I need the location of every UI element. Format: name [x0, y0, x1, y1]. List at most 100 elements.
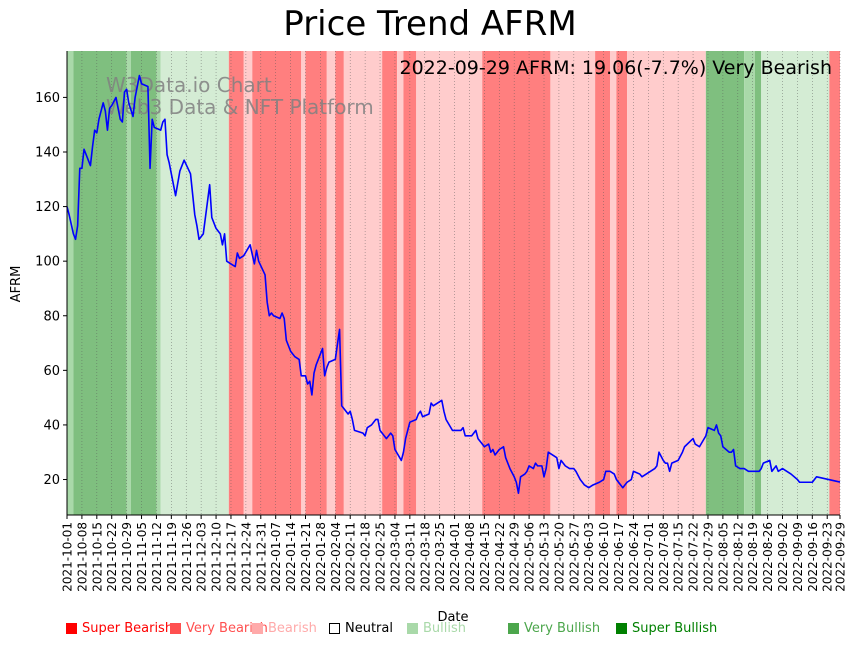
x-tick-label: 2022-01-14	[284, 522, 298, 592]
x-tick-label: 2022-02-11	[344, 522, 358, 592]
x-tick-label: 2022-06-10	[597, 522, 611, 592]
x-tick-label: 2022-06-03	[582, 522, 596, 592]
sentiment-band	[616, 51, 628, 515]
x-tick-label: 2022-04-29	[508, 522, 522, 592]
legend-item: Neutral	[329, 621, 393, 636]
x-tick-label: 2022-09-29	[834, 522, 848, 592]
legend-swatch	[508, 623, 519, 634]
sentiment-band	[754, 51, 762, 515]
legend-swatch	[170, 623, 181, 634]
chart-annotation: 2022-09-29 AFRM: 19.06(-7.7%) Very Beari…	[399, 57, 832, 79]
legend-label: Very Bearish	[186, 621, 268, 636]
x-tick-label: 2022-04-15	[478, 522, 492, 592]
sentiment-band	[160, 51, 229, 515]
x-tick-label: 2021-12-10	[210, 522, 224, 592]
sentiment-band	[744, 51, 755, 515]
y-tick-label: 120	[35, 200, 60, 215]
x-tick-label: 2022-01-21	[299, 522, 313, 592]
x-tick-label: 2021-12-31	[254, 522, 268, 592]
x-tick-label: 2022-01-07	[269, 522, 283, 592]
x-tick-label: 2022-04-08	[463, 522, 477, 592]
x-tick-label: 2022-07-08	[657, 522, 671, 592]
legend-item: Bearish	[252, 621, 317, 636]
x-tick-label: 2021-12-24	[239, 522, 253, 592]
x-tick-label: 2021-11-12	[150, 522, 164, 592]
sentiment-band	[305, 51, 327, 515]
x-tick-label: 2021-10-22	[105, 522, 119, 592]
x-tick-label: 2022-05-20	[552, 522, 566, 592]
sentiment-band	[382, 51, 398, 515]
sentiment-band	[228, 51, 244, 515]
x-tick-label: 2022-02-25	[374, 522, 388, 592]
legend-label: Very Bullish	[524, 621, 601, 636]
x-tick-label: 2021-12-17	[224, 522, 238, 592]
sentiment-band	[335, 51, 344, 515]
x-tick-label: 2022-04-01	[448, 522, 462, 592]
sentiment-legend: Super Bearish Very Bearish Bearish Neutral B…	[0, 621, 860, 639]
x-tick-label: 2021-12-03	[195, 522, 209, 592]
x-tick-label: 2022-07-29	[701, 522, 715, 592]
legend-swatch	[329, 623, 340, 634]
axes	[66, 51, 840, 516]
x-tick-label: 2022-09-09	[791, 522, 805, 592]
sentiment-band	[343, 51, 383, 515]
x-tick-label: 2021-11-05	[135, 522, 149, 592]
x-tick-label: 2022-03-11	[403, 522, 417, 592]
price-line	[66, 74, 841, 494]
sentiment-band	[761, 51, 830, 515]
legend-label: Super Bullish	[632, 621, 718, 636]
sentiment-band	[482, 51, 551, 515]
legend-label: Super Bearish	[82, 621, 174, 636]
legend-item: Super Bearish	[66, 621, 173, 636]
x-tick-label: 2022-09-23	[821, 522, 835, 592]
sentiment-band	[610, 51, 617, 515]
x-tick-label: 2021-11-26	[180, 522, 194, 592]
sentiment-band	[126, 51, 131, 515]
x-tick-label: 2022-09-16	[806, 522, 820, 592]
x-tick-label: 2022-08-26	[761, 522, 775, 592]
legend-swatch	[616, 623, 627, 634]
sentiment-band	[627, 51, 706, 515]
sentiment-band	[416, 51, 483, 515]
x-tick-label: 2021-11-19	[165, 522, 179, 592]
sentiment-band	[252, 51, 302, 515]
sentiment-band	[397, 51, 404, 515]
x-axis-label: Date	[437, 610, 468, 625]
legend-swatch	[66, 623, 77, 634]
x-tick-label: 2022-06-17	[612, 522, 626, 592]
x-tick-label: 2021-10-29	[120, 522, 134, 592]
y-tick-label: 40	[43, 418, 60, 433]
x-axis-ticks: 2021-10-01 2021-10-08 2021-10-15 2021-10-22…	[61, 515, 848, 592]
sentiment-band	[73, 51, 127, 515]
y-tick-label: 20	[43, 473, 60, 488]
x-tick-label: 2022-03-25	[433, 522, 447, 592]
y-tick-label: 80	[43, 309, 60, 324]
legend-swatch	[407, 623, 418, 634]
x-tick-label: 2022-07-15	[672, 522, 686, 592]
x-tick-label: 2022-06-24	[627, 522, 641, 592]
x-tick-label: 2021-10-01	[61, 522, 75, 592]
legend-label: Neutral	[345, 621, 393, 636]
legend-label: Bearish	[268, 621, 317, 636]
watermark-line-2: Web3 Data & NFT Platform	[106, 95, 374, 119]
sentiment-band	[156, 51, 161, 515]
x-tick-label: 2022-03-04	[388, 522, 402, 592]
chart-title: Price Trend AFRM	[283, 4, 577, 44]
y-axis-ticks: 20 40 60 80 100 120 140 160	[35, 91, 67, 488]
y-tick-label: 60	[43, 364, 60, 379]
x-tick-label: 2021-10-15	[90, 522, 104, 592]
y-tick-label: 140	[35, 145, 60, 160]
sentiment-band	[829, 51, 840, 515]
x-tick-label: 2022-04-22	[493, 522, 507, 592]
sentiment-band	[326, 51, 336, 515]
x-tick-label: 2022-05-06	[523, 522, 537, 592]
sentiment-band	[67, 51, 74, 515]
x-tick-label: 2022-05-13	[538, 522, 552, 592]
sentiment-band	[595, 51, 611, 515]
x-tick-label: 2021-10-08	[75, 522, 89, 592]
legend-item: Super Bullish	[616, 621, 717, 636]
x-tick-label: 2022-08-12	[731, 522, 745, 592]
legend-label: Bullish	[423, 621, 467, 636]
y-tick-label: 100	[35, 255, 60, 270]
